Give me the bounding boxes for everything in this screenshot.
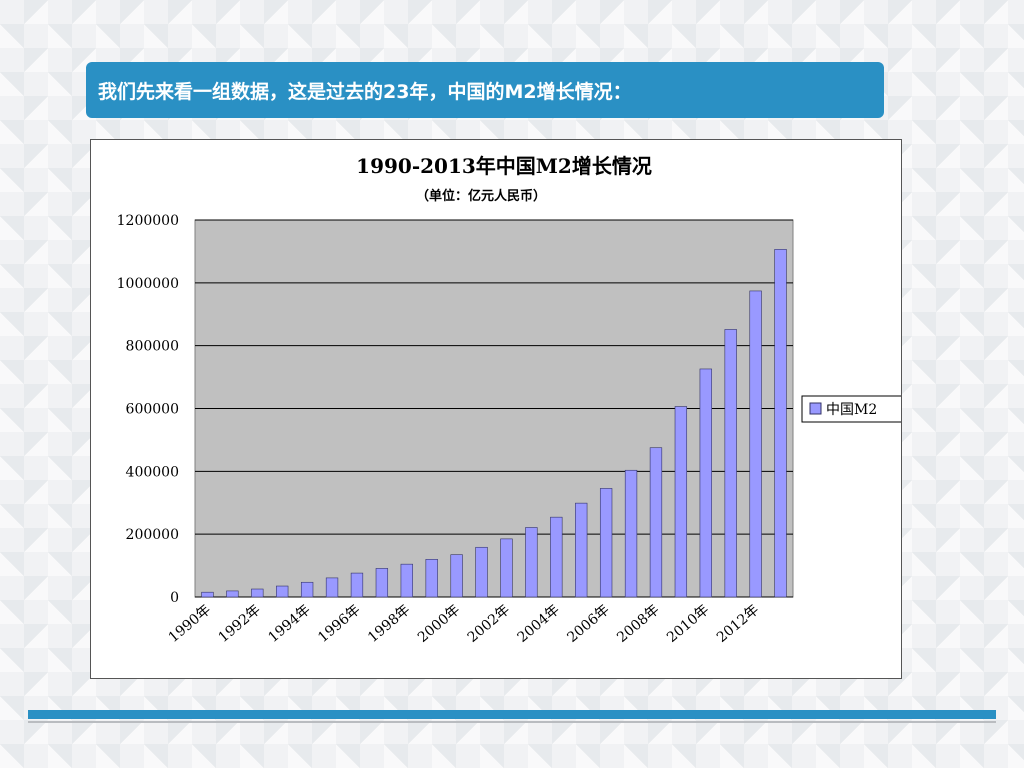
intro-banner: 我们先来看一组数据，这是过去的23年，中国的M2增长情况： (86, 62, 884, 118)
legend: 中国M2 (801, 395, 901, 423)
bars (201, 249, 787, 598)
bar-1999 (425, 559, 438, 598)
y-tick-label: 400000 (126, 464, 179, 480)
x-tick-label: 1996年 (315, 602, 363, 646)
y-tick-label: 800000 (126, 339, 179, 355)
x-tick-label: 1992年 (216, 602, 264, 646)
bar-2013 (774, 249, 787, 598)
bar-2000 (450, 554, 463, 598)
x-tick-label: 2010年 (664, 602, 712, 646)
footer-line (28, 721, 996, 723)
legend-swatch (809, 402, 822, 415)
y-axis-ticks: 0 200000 400000 600000 800000 1000000 1200000 (117, 213, 179, 606)
footer-bar (28, 710, 996, 719)
x-tick-label: 2012年 (714, 602, 762, 646)
bar-1997 (375, 568, 389, 598)
bar-2001 (475, 546, 488, 598)
chart-frame: 1990-2013年中国M2增长情况 （单位：亿元人民币） 0 200000 400… (90, 139, 902, 679)
bar-2003 (525, 527, 538, 598)
x-tick-label: 2008年 (614, 602, 662, 646)
y-tick-label: 200000 (126, 527, 179, 543)
bar-1994 (300, 581, 314, 598)
bar-2012 (749, 290, 762, 598)
x-tick-label: 2004年 (515, 602, 563, 646)
x-tick-label: 1998年 (365, 602, 413, 646)
bar-2006 (599, 488, 613, 598)
bar-2010 (699, 368, 712, 598)
x-tick-label: 1990年 (166, 602, 214, 646)
bar-1996 (350, 572, 364, 598)
x-tick-label: 2006年 (564, 602, 612, 646)
bar-2004 (550, 516, 563, 598)
bar-1992 (251, 588, 264, 598)
bar-2007 (624, 469, 638, 598)
y-tick-label: 1000000 (117, 276, 179, 292)
x-tick-label: 2000年 (415, 602, 463, 646)
x-tick-label: 2002年 (465, 602, 513, 646)
bar-2011 (724, 329, 737, 598)
bar-2008 (649, 447, 663, 598)
grid-lines (195, 219, 793, 598)
bar-1991 (226, 590, 239, 598)
legend-label-m2: 中国M2 (826, 402, 877, 418)
bar-1993 (276, 585, 289, 598)
x-tick-label: 1994年 (265, 602, 313, 646)
m2-bar-chart: 1990-2013年中国M2增长情况 （单位：亿元人民币） 0 200000 400… (117, 154, 901, 646)
bar-1998 (400, 563, 413, 598)
banner-text: 我们先来看一组数据，这是过去的23年，中国的M2增长情况： (98, 80, 632, 103)
bar-2005 (575, 502, 588, 598)
chart-subtitle: （单位：亿元人民币） (416, 188, 546, 204)
bar-1995 (325, 577, 339, 598)
chart-title: 1990-2013年中国M2增长情况 (356, 154, 652, 178)
bar-2002 (500, 538, 513, 598)
y-tick-label: 600000 (126, 402, 179, 418)
bar-2009 (674, 406, 688, 598)
bar-1990 (201, 591, 214, 598)
y-tick-label: 1200000 (117, 213, 179, 229)
y-tick-label: 0 (170, 590, 179, 606)
x-axis-ticks: 1990年 1992年 1994年 1996年 1998年 2000年 2002年 2004年… (166, 602, 762, 646)
